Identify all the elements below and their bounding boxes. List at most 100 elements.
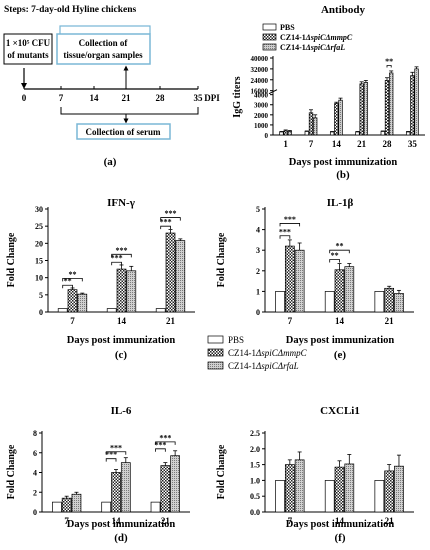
chart-b-ytick-label: 1000 xyxy=(254,122,269,130)
chart-e-xtick-label: 21 xyxy=(385,316,395,326)
chart-b-axis-break xyxy=(268,89,278,95)
chart-f-ylabel: Fold Change xyxy=(216,444,227,499)
timeline-tick-label-14: 14 xyxy=(90,93,100,103)
sig-label-c-5: *** xyxy=(165,209,177,218)
chart-c-caption: (c) xyxy=(115,349,128,361)
chart-c-xlabel: Days post immunization xyxy=(67,335,176,346)
legend-main: PBS CZ14-1ΔspiCΔmmpC CZ14-1ΔspiCΔrfaL xyxy=(207,335,308,371)
bar-f-21-s2 xyxy=(394,465,404,513)
chart-b-ytick-label: 2000 xyxy=(254,112,269,120)
bar-d-7-s0 xyxy=(52,501,62,513)
sig-label-c-3: *** xyxy=(116,246,128,255)
sig-bracket-e-2 xyxy=(329,259,340,263)
chart-b-title: Antibody xyxy=(321,4,366,16)
chart-b-ytick-label: 4000 xyxy=(254,92,269,100)
legend-swatch-mmpC xyxy=(207,348,224,357)
chart-f: CXCLi1 0.0 0.5 1.0 1.5 2.0 2.5 Fold Change Days … xyxy=(216,405,414,544)
sig-label-c-4: *** xyxy=(160,218,172,227)
chart-d-title: IL-6 xyxy=(111,405,132,417)
bar-b-14-s2 xyxy=(338,99,343,136)
bar-e-21-s2 xyxy=(394,293,404,313)
bar-c-14-s0 xyxy=(106,308,117,313)
bar-b-35-s1 xyxy=(410,75,415,136)
sig-bracket-c-2 xyxy=(111,261,122,266)
chart-b-xtick-label: 28 xyxy=(383,139,393,149)
chart-b-ytick-label: 0 xyxy=(265,132,269,140)
chart-c-ytick-label: 0 xyxy=(39,308,43,317)
bar-e-14-s0 xyxy=(324,291,335,313)
chart-c: IFN-γ 0 5 10 15 20 25 30 Fold Change Days post im… xyxy=(6,197,195,361)
bar-f-14-s1 xyxy=(334,466,345,513)
chart-d: IL-6 0 2 4 6 8 Fold Change Days post immunizati… xyxy=(6,405,190,544)
chart-d-ytick-label: 8 xyxy=(33,429,37,438)
chart-d-ytick-label: 4 xyxy=(33,469,37,478)
chart-c-ytick-label: 15 xyxy=(35,257,43,266)
chart-c-xtick-label: 14 xyxy=(117,316,127,326)
chart-c-ytick-label: 10 xyxy=(35,274,43,283)
bar-b-21-s1 xyxy=(359,83,364,136)
bar-d-14-s2 xyxy=(120,462,131,513)
bar-d-21-s0 xyxy=(150,501,161,513)
bar-c-7-s0 xyxy=(57,308,68,313)
sig-label-d-0: *** xyxy=(105,450,117,459)
chart-f-ytick-label: 2.0 xyxy=(250,445,260,454)
sig-label-d-3: *** xyxy=(159,433,171,442)
collection-bracket xyxy=(59,25,151,34)
sig-bracket-d-3 xyxy=(155,441,176,445)
chart-c-xtick-label: 7 xyxy=(70,316,75,326)
chart-f-xlabel: Days post immunization xyxy=(286,519,395,530)
chart-d-ytick-label: 0 xyxy=(33,508,37,517)
chart-c-ytick-label: 5 xyxy=(39,291,43,300)
timeline-ticks: 0 7 14 21 28 35 xyxy=(22,86,203,103)
sig-bracket-c-0 xyxy=(62,284,73,289)
sig-label-d-2: *** xyxy=(154,440,166,449)
bar-d-7-s1 xyxy=(61,497,72,513)
chart-e-title: IL-1β xyxy=(327,197,354,209)
bar-b-28-s1 xyxy=(384,80,390,136)
bar-b-7-s1 xyxy=(308,112,314,136)
chart-b-xtick-label: 14 xyxy=(332,139,342,149)
chart-d-xtick-label: 7 xyxy=(64,516,69,526)
sig-label-e-0: *** xyxy=(279,227,291,236)
sig-label-d-1: *** xyxy=(110,443,122,452)
legend-rfaL: CZ14-1ΔspiCΔrfaL xyxy=(228,361,299,371)
chart-b-ytick-label: 3000 xyxy=(254,102,269,110)
chart-b-ytick-label: 40000 xyxy=(251,55,269,63)
sig-bracket-b-0 xyxy=(386,65,392,68)
legend-b: PBS CZ14-1ΔspiCΔmmpC CZ14-1ΔspiCΔrfaL xyxy=(262,23,353,52)
chart-c-ytick-label: 20 xyxy=(35,239,43,248)
bar-e-7-s2 xyxy=(294,249,305,313)
legend-swatch-rfaL xyxy=(207,361,224,370)
chart-b-xtick-label: 35 xyxy=(408,139,418,149)
bar-f-14-s2 xyxy=(344,463,355,513)
bar-c-7-s1 xyxy=(67,289,78,313)
bar-b-28-s2 xyxy=(389,72,394,136)
chart-c-ytick-label: 30 xyxy=(35,205,43,214)
chart-e-caption: (e) xyxy=(334,349,347,361)
serum-text: Collection of serum xyxy=(86,127,161,137)
timeline-tick-label-21: 21 xyxy=(122,93,132,103)
legend-b-rfaL: CZ14-1ΔspiCΔrfaL xyxy=(280,43,345,52)
chart-c-ylabel: Fold Change xyxy=(6,232,17,287)
chart-f-ytick-label: 1.5 xyxy=(250,461,260,470)
bar-b-28-s0 xyxy=(380,131,385,136)
chart-f-ytick-label: 0.5 xyxy=(250,492,260,501)
bar-e-7-s1 xyxy=(284,245,295,313)
chart-b-xtick-label: 1 xyxy=(283,139,288,149)
chart-f-title: CXCLi1 xyxy=(320,405,360,417)
bar-c-21-s0 xyxy=(155,308,166,313)
serum-bracket xyxy=(60,107,199,115)
bar-b-1-s2 xyxy=(287,131,293,136)
chart-e-ylabel: Fold Change xyxy=(216,232,227,287)
bar-b-7-s0 xyxy=(304,131,309,136)
sig-bracket-d-1 xyxy=(105,451,127,455)
chart-f-caption: (f) xyxy=(335,532,346,544)
chart-b-ylabel: IgG titers xyxy=(232,76,243,117)
sig-label-b-0: ** xyxy=(385,57,393,66)
bar-f-21-s1 xyxy=(384,470,395,513)
chart-f-xtick-label: 7 xyxy=(288,516,293,526)
chart-e-xtick-label: 7 xyxy=(288,316,293,326)
chart-b-xtick-label: 21 xyxy=(357,139,367,149)
chart-e-xtick-label: 14 xyxy=(335,316,345,326)
chart-d-xlabel: Days post immunization xyxy=(67,519,176,530)
